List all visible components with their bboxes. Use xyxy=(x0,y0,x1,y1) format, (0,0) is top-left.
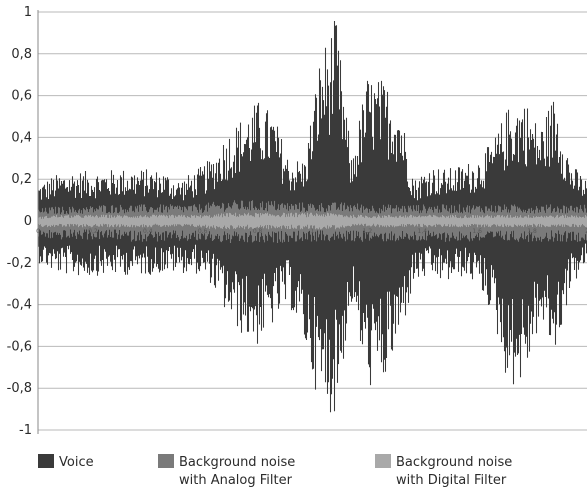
x-tick-label: 0,6 xyxy=(198,228,208,235)
y-tick-label: -0,6 xyxy=(7,339,32,354)
x-tick-label: 1,6 xyxy=(472,228,482,235)
y-tick-label: 0 xyxy=(24,214,32,229)
y-tick-label: 0,2 xyxy=(11,172,32,187)
legend-item: Background noise with Digital Filter xyxy=(375,454,512,488)
legend-label: Voice xyxy=(59,455,94,470)
y-tick-label: -0,8 xyxy=(7,381,32,396)
x-tick-label: 1 xyxy=(311,228,315,235)
y-tick-label: 0,8 xyxy=(11,47,32,62)
legend-label: with Analog Filter xyxy=(179,473,293,488)
legend-label: Background noise xyxy=(179,455,295,470)
legend-swatch xyxy=(375,454,391,468)
x-tick-label: 0,4 xyxy=(143,228,153,235)
y-tick-label: -0,2 xyxy=(7,256,32,271)
legend-item: Voice xyxy=(38,454,94,470)
legend-item: Background noise with Analog Filter xyxy=(158,454,295,488)
legend-swatch xyxy=(38,454,54,468)
x-tick-label: 1,8 xyxy=(527,228,537,235)
legend-swatch xyxy=(158,454,174,468)
y-tick-label: 0,6 xyxy=(11,89,32,104)
x-tick-label: 1,4 xyxy=(418,228,428,235)
y-tick-label: -0,4 xyxy=(7,298,32,313)
x-tick-label: 0,2 xyxy=(88,228,98,235)
y-tick-label: 1 xyxy=(24,5,32,20)
legend-label: Background noise xyxy=(396,455,512,470)
legend-label: with Digital Filter xyxy=(396,473,507,488)
x-tick-label: 0 xyxy=(36,228,40,235)
y-tick-label: 0,4 xyxy=(11,130,32,145)
x-tick-label: 0,8 xyxy=(253,228,263,235)
x-tick-labels: 0 0,2 0,4 0,6 0,8 1 1,2 1,4 1,6 1,8 2 xyxy=(36,228,587,235)
series-layer xyxy=(37,21,587,413)
y-tick-labels: 1 0,8 0,6 0,4 0,2 0 -0,2 -0,4 -0,6 -0,8 -1 xyxy=(7,5,32,438)
x-tick-label: 2 xyxy=(585,228,587,235)
y-tick-label: -1 xyxy=(19,423,32,438)
x-tick-label: 1,2 xyxy=(363,228,373,235)
